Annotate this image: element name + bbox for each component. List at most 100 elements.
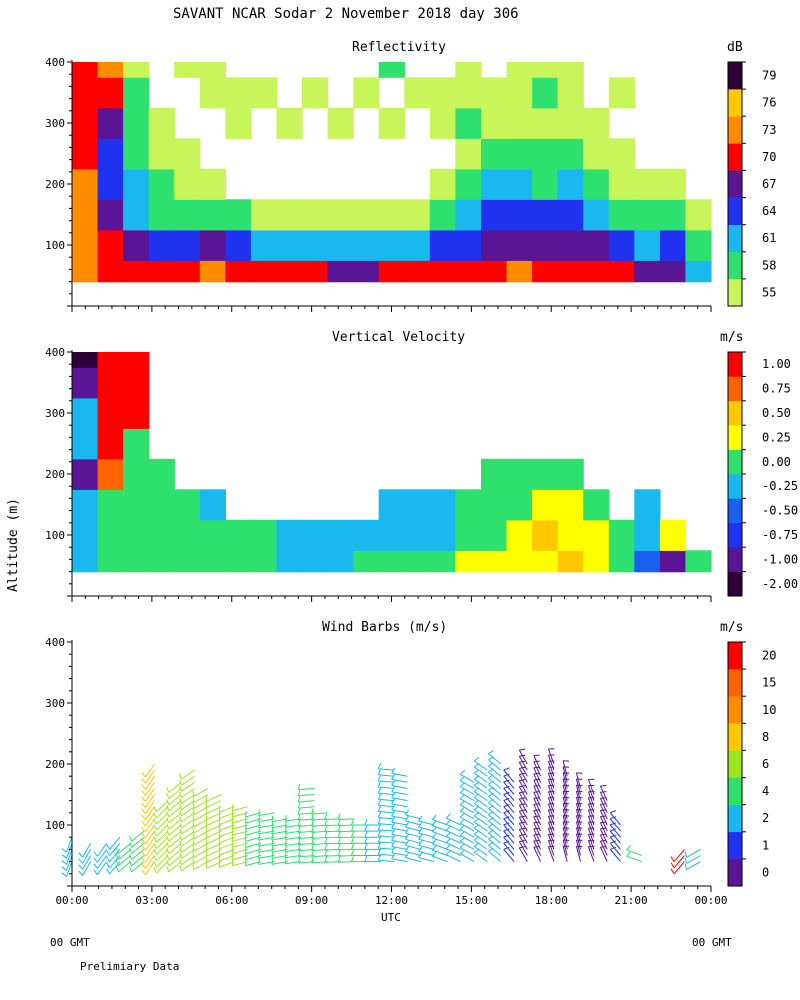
heatmap-cell (353, 260, 380, 283)
heatmap-cell (659, 199, 687, 231)
wind-barb-feather (324, 850, 328, 857)
wind-barb-shaft (503, 848, 515, 862)
heatmap-cell (72, 107, 99, 139)
wind-barb-shaft (599, 840, 608, 856)
wind-barb-feather (297, 783, 301, 790)
heatmap-cell (506, 62, 533, 78)
wind-barb-feather (404, 827, 410, 834)
heatmap-cell (557, 260, 584, 283)
wind-barb-feather (610, 822, 616, 826)
wind-barb-shaft (66, 849, 73, 865)
heatmap-cell (404, 489, 431, 521)
wind-barb-shaft (156, 830, 169, 843)
wind-barb-feather (179, 773, 182, 780)
wind-barb-shaft (575, 797, 581, 813)
wind-barb-shaft (96, 855, 108, 869)
wind-barb-shaft (144, 818, 155, 833)
heatmap-cell (353, 519, 380, 551)
heatmap-cell (123, 352, 150, 368)
wind-barb-feather (192, 827, 195, 834)
wind-barb-feather (284, 821, 287, 828)
wind-barb-shaft (533, 785, 542, 801)
wind-barb-shaft (168, 842, 182, 854)
wind-barb-shaft (609, 824, 621, 838)
wind-barb-shaft (405, 850, 421, 856)
wind-barb-feather (445, 831, 451, 837)
wind-barb-feather (179, 858, 182, 865)
heatmap-cell (506, 199, 533, 231)
colorbar-swatch (728, 400, 742, 426)
wind-barb-shaft (547, 773, 555, 789)
heatmap-cell (455, 260, 482, 283)
wind-barb-feather (129, 835, 133, 842)
wind-barb-feather (271, 815, 274, 822)
heatmap-cell (532, 260, 559, 283)
y-tick-label: 400 (45, 56, 65, 69)
wind-barb-feather (141, 790, 146, 796)
wind-barb-feather (258, 821, 260, 828)
wind-barb-shaft (144, 763, 155, 778)
wind-barb-shaft (391, 833, 408, 838)
wind-barb-shaft (418, 857, 435, 863)
heatmap-cell (174, 519, 201, 551)
wind-barb-feather (141, 826, 146, 833)
wind-barb-shaft (609, 830, 621, 844)
wind-barb-feather (192, 863, 195, 870)
wind-barb-shaft (488, 808, 502, 820)
wind-barb-shaft (533, 779, 542, 795)
wind-barb-shaft (206, 836, 222, 845)
heatmap-cell (685, 199, 712, 231)
heatmap-cell (97, 458, 124, 490)
wind-barb-feather (377, 793, 382, 800)
wind-barb-feather (404, 815, 410, 822)
wind-barb-feather (205, 795, 208, 802)
colorbar-label: 70 (762, 150, 776, 164)
wind-barb-feather (205, 831, 208, 838)
wind-barb-shaft (587, 809, 595, 826)
heatmap-cell (174, 168, 201, 200)
wind-barb-shaft (82, 843, 92, 858)
wind-barb-feather (258, 815, 260, 822)
heatmap-cell (174, 62, 201, 78)
heatmap-cell (97, 107, 124, 139)
wind-barb-feather (192, 790, 195, 797)
wind-barb-shaft (181, 824, 195, 835)
wind-barb-shaft (156, 824, 169, 837)
heatmap-cell (123, 62, 150, 78)
heatmap-cell (123, 458, 150, 490)
wind-barb-shaft (193, 818, 209, 828)
wind-barb-feather (377, 836, 382, 843)
wind-barb-shaft (181, 812, 195, 823)
wind-barb-feather (271, 833, 274, 841)
wind-barb-shaft (432, 843, 448, 850)
wind-barb-shaft (488, 820, 502, 832)
heatmap-cell (174, 489, 201, 521)
wind-barb-shaft (518, 847, 528, 862)
heatmap-cell (481, 489, 508, 521)
wind-barb-shaft (459, 853, 475, 863)
colorbar-swatch (728, 642, 742, 670)
wind-barb-feather (192, 833, 195, 840)
heatmap-cell (532, 107, 559, 139)
wind-barb-feather (129, 860, 133, 866)
wind-barb-shaft (168, 849, 182, 861)
heatmap-cell (608, 519, 635, 551)
heatmap-cell (608, 138, 635, 170)
wind-barb-shaft (473, 784, 488, 795)
heatmap-cell (123, 138, 150, 170)
heatmap-cell (123, 168, 150, 200)
wind-barb-shaft (168, 800, 182, 812)
wind-barb-shaft (488, 850, 502, 862)
heatmap-cell (506, 107, 533, 139)
wind-barb-feather (153, 848, 157, 855)
wind-barb-shaft (445, 842, 461, 850)
wind-barb-shaft (562, 766, 568, 783)
wind-barb-shaft (533, 798, 542, 814)
wind-barb-shaft (391, 852, 408, 856)
wind-barb-shaft (599, 798, 608, 814)
heatmap-cell (250, 260, 278, 283)
wind-barb-shaft (378, 780, 395, 783)
wind-barb-feather (311, 820, 314, 827)
panel2-title: Vertical Velocity (332, 330, 466, 345)
colorbar-label: -2.00 (762, 577, 798, 591)
